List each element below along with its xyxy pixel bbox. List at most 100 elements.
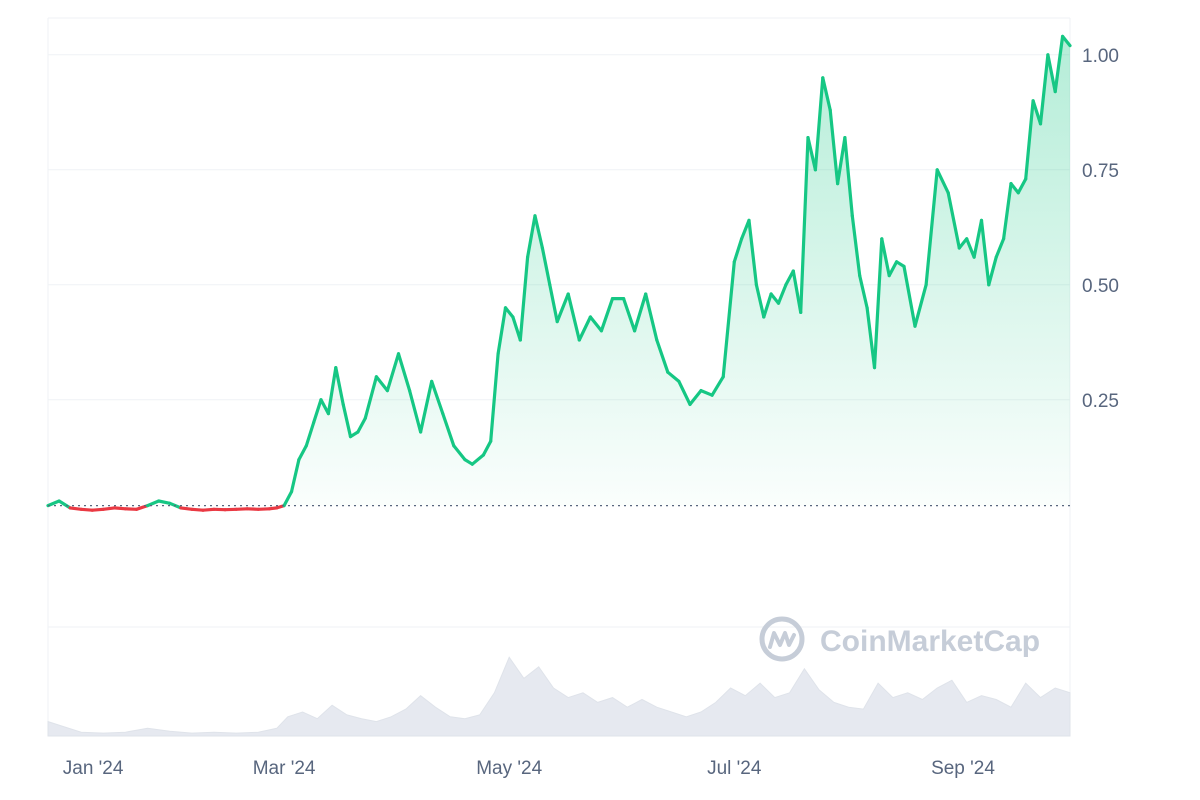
price-segment [304, 421, 316, 448]
y-tick-label: 1.00 [1082, 46, 1119, 67]
price-segment [68, 506, 83, 511]
price-segment [913, 283, 928, 328]
price-segment [1031, 99, 1043, 126]
price-segment [396, 352, 412, 393]
x-tick-label: Mar '24 [253, 758, 316, 779]
price-segment [806, 136, 818, 172]
price-segment [326, 366, 338, 416]
price-segment [341, 402, 353, 439]
price-segment [965, 237, 976, 259]
price-segment [1038, 53, 1050, 126]
price-segment [334, 366, 345, 406]
price-segment [902, 264, 917, 328]
y-tick-label: 0.75 [1082, 161, 1119, 182]
price-segment [101, 506, 117, 511]
price-segment [821, 76, 832, 112]
price-segment [452, 444, 467, 462]
price-segment [710, 375, 725, 397]
price-segment [441, 412, 456, 448]
price-segment [234, 507, 249, 511]
price-segment [1046, 53, 1057, 94]
price-segment [419, 379, 434, 434]
price-segment [123, 507, 139, 511]
price-segment [374, 375, 389, 393]
price-segment [555, 292, 570, 324]
price-segment [1053, 34, 1065, 94]
price-segment [769, 292, 781, 305]
price-segment [489, 352, 500, 443]
price-segment [946, 191, 961, 250]
price-segment [632, 292, 648, 333]
price-segment [621, 297, 637, 333]
price-segment [1016, 177, 1028, 195]
y-axis: 0.25 0.50 0.75 1.00 [1082, 46, 1119, 412]
price-segment [813, 76, 825, 172]
price-segment [525, 214, 537, 259]
coinmarketcap-logo-icon [759, 616, 805, 662]
price-segment [79, 507, 94, 512]
price-segment [835, 136, 847, 186]
volume-area [47, 656, 1071, 737]
price-segment [1024, 99, 1035, 181]
price-segment [245, 507, 260, 511]
price-segment [470, 453, 485, 466]
price-segment [363, 375, 378, 420]
x-tick-label: Jul '24 [707, 758, 762, 779]
price-segment [655, 338, 670, 374]
price-segment [312, 398, 323, 425]
price-segment [46, 499, 61, 508]
price-segment [599, 297, 615, 333]
price-segment [57, 499, 72, 510]
price-segment [754, 283, 766, 319]
price-segment [356, 416, 367, 434]
price-segment [297, 444, 308, 462]
price-segment [256, 507, 271, 511]
price-segment [865, 306, 877, 370]
price-segment [935, 168, 950, 195]
price-segment [979, 218, 991, 287]
price-segment [533, 214, 545, 250]
price-segment [762, 292, 773, 319]
price-segment [1060, 34, 1072, 48]
y-tick-label: 0.25 [1082, 391, 1119, 412]
x-tick-label: May '24 [476, 758, 542, 779]
price-segment [972, 218, 984, 259]
price-segment [828, 108, 840, 186]
price-line [46, 34, 1072, 512]
price-segment [784, 269, 795, 287]
price-segment [548, 283, 559, 324]
price-segment [201, 507, 216, 512]
price-segment [732, 237, 744, 264]
price-segment [843, 136, 854, 218]
price-segment [1001, 182, 1013, 241]
price-segment [776, 283, 788, 305]
price-segment [987, 255, 998, 287]
price-segment [577, 315, 593, 342]
price-segment [282, 490, 294, 508]
price-segment [677, 379, 692, 406]
price-segment [957, 237, 969, 250]
price-segment [644, 292, 659, 342]
price-segment [179, 506, 194, 511]
price-segment [146, 499, 161, 508]
price-segment [90, 507, 105, 512]
price-segment [190, 507, 205, 512]
volume-series [47, 656, 1071, 737]
price-segment [688, 389, 703, 406]
price-segment [721, 260, 736, 379]
price-segment [699, 389, 714, 397]
price-segment [850, 214, 862, 278]
price-segment [481, 439, 493, 457]
price-segment [994, 237, 1006, 259]
price-segment [924, 168, 939, 287]
price-segment [666, 370, 681, 383]
x-axis: Jan '24 Mar '24 May '24 Jul '24 Sep '24 [63, 758, 996, 779]
price-area-fill [48, 36, 1070, 506]
price-segment [289, 458, 301, 494]
price-segment [540, 246, 552, 287]
price-segment [1009, 182, 1020, 195]
price-segment [747, 218, 759, 287]
price-area [48, 36, 1070, 506]
